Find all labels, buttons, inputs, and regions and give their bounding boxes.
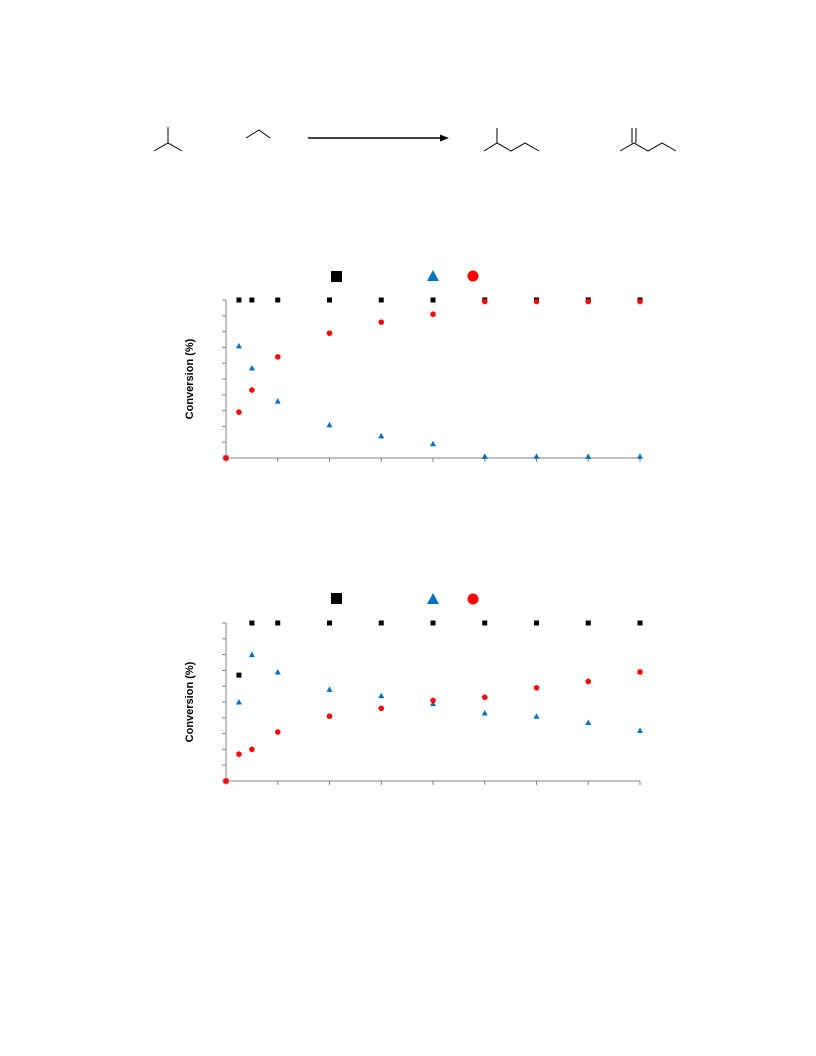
data-point-square: [378, 297, 384, 303]
data-point-circle: [378, 705, 385, 712]
data-point-circle: [223, 455, 229, 461]
data-point-circle: [236, 751, 242, 757]
data-point-triangle: [430, 700, 436, 707]
data-point-square: [378, 620, 384, 626]
propene-structure: [245, 129, 271, 139]
data-point-square: [249, 297, 255, 303]
legend-circle-marker: [467, 270, 479, 282]
data-point-circle: [236, 409, 242, 415]
data-point-circle: [326, 330, 333, 336]
data-point-circle: [378, 319, 385, 325]
data-point-square: [275, 297, 281, 303]
data-point-square: [534, 620, 539, 626]
legend-circle-marker: [467, 593, 479, 605]
data-point-square: [585, 620, 591, 626]
data-point-square: [236, 297, 242, 303]
y-axis-label: Conversion (%): [184, 338, 196, 419]
legend-square-marker: [331, 593, 342, 604]
legend-triangle-marker: [427, 593, 439, 604]
legend: [331, 270, 479, 282]
data-point-triangle: [637, 727, 643, 733]
data-point-square: [430, 297, 436, 303]
data-point-triangle: [585, 719, 592, 726]
data-point-square: [327, 297, 332, 303]
data-point-triangle: [481, 453, 488, 459]
data-point-circle: [274, 354, 281, 360]
data-point-square: [430, 620, 436, 626]
data-point-circle: [249, 746, 255, 753]
data-point-square: [236, 672, 242, 678]
data-point-triangle: [585, 453, 592, 459]
data-point-circle: [585, 678, 592, 685]
isobutane-structure: [153, 127, 183, 152]
data-point-triangle: [378, 692, 385, 699]
conversion-chart-1: Conversion (%): [184, 270, 643, 462]
data-point-triangle: [533, 713, 540, 719]
data-marks: [223, 297, 643, 461]
data-point-circle: [430, 311, 436, 318]
data-point-triangle: [235, 699, 242, 705]
2-methylpentane-structure: [483, 128, 540, 152]
legend: [331, 593, 479, 605]
legend-triangle-marker: [427, 270, 439, 281]
data-point-triangle: [235, 342, 242, 349]
data-point-triangle: [326, 421, 333, 428]
data-point-square: [249, 620, 255, 626]
data-point-square: [275, 620, 281, 626]
data-point-square: [637, 620, 643, 626]
axes: [222, 299, 641, 462]
data-point-circle: [637, 669, 643, 675]
reaction-arrow: [308, 134, 449, 142]
data-point-triangle: [481, 710, 488, 716]
data-point-square: [327, 620, 332, 626]
y-axis-label: Conversion (%): [184, 661, 196, 742]
data-point-triangle: [533, 453, 540, 459]
data-point-square: [482, 620, 488, 626]
data-point-triangle: [274, 398, 281, 404]
data-point-triangle: [378, 432, 385, 439]
data-marks: [223, 620, 643, 784]
legend-square-marker: [331, 271, 342, 282]
data-point-circle: [326, 713, 333, 720]
data-point-triangle: [637, 453, 643, 459]
2-methyl-1-pentene-structure: [619, 128, 677, 152]
conversion-chart-2: Conversion (%): [184, 593, 643, 785]
data-point-circle: [481, 298, 488, 305]
data-point-triangle: [430, 440, 436, 447]
axes: [222, 622, 641, 785]
data-point-triangle: [248, 651, 255, 658]
data-point-triangle: [274, 668, 281, 675]
data-point-circle: [223, 778, 229, 784]
reaction-scheme: [153, 127, 677, 152]
data-point-circle: [249, 387, 255, 393]
data-point-circle: [585, 298, 592, 305]
data-point-circle: [430, 697, 436, 704]
data-point-circle: [637, 298, 643, 305]
data-point-circle: [481, 694, 488, 701]
data-point-triangle: [248, 364, 255, 371]
data-point-circle: [533, 684, 540, 691]
data-point-triangle: [326, 686, 333, 692]
data-point-circle: [533, 298, 540, 305]
data-point-circle: [274, 729, 281, 735]
